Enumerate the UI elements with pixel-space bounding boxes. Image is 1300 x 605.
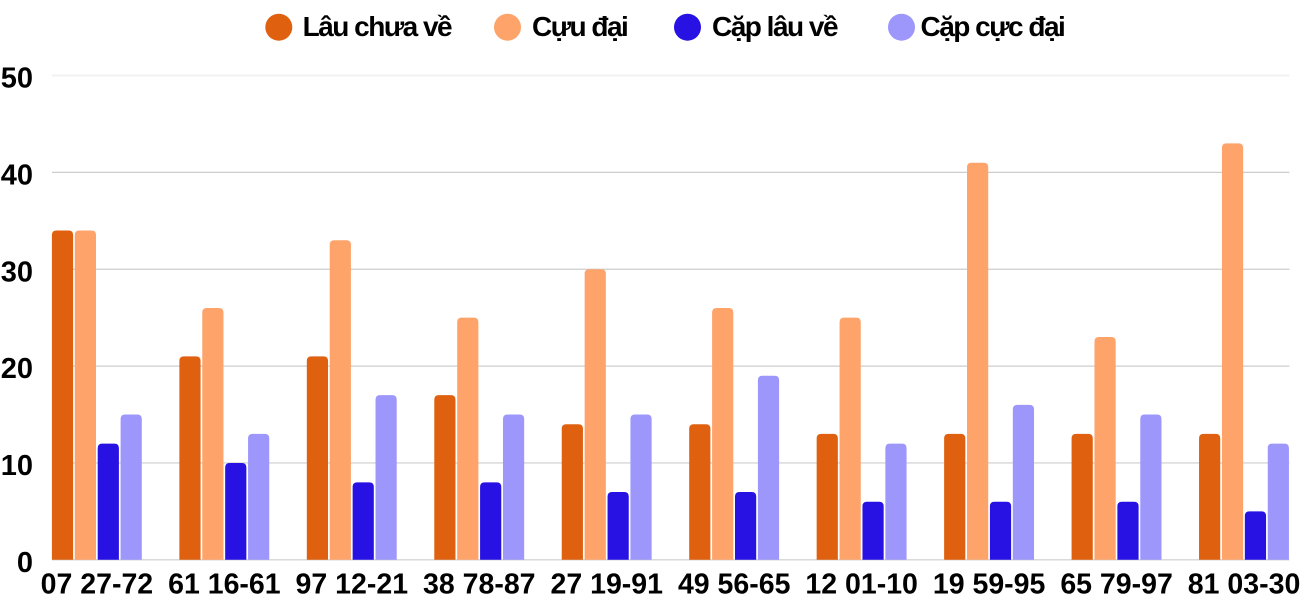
svg-text:65 79-97: 65 79-97 <box>1060 569 1173 601</box>
svg-text:07 27-72: 07 27-72 <box>41 569 154 601</box>
svg-text:81 03-30: 81 03-30 <box>1188 569 1300 601</box>
svg-text:38 78-87: 38 78-87 <box>423 569 536 601</box>
svg-text:97 12-21: 97 12-21 <box>296 569 409 601</box>
svg-text:50: 50 <box>1 63 33 95</box>
svg-text:Cặp cực đại: Cặp cực đại <box>921 11 1065 42</box>
svg-text:12 01-10: 12 01-10 <box>805 569 918 601</box>
svg-text:10: 10 <box>1 450 33 482</box>
svg-text:Cặp lâu về: Cặp lâu về <box>712 11 838 42</box>
svg-text:27 19-91: 27 19-91 <box>550 569 663 601</box>
svg-text:Lâu chưa về: Lâu chưa về <box>303 11 452 42</box>
svg-text:40: 40 <box>1 159 33 191</box>
svg-text:61 16-61: 61 16-61 <box>168 569 281 601</box>
svg-text:20: 20 <box>1 353 33 385</box>
svg-text:19 59-95: 19 59-95 <box>933 569 1046 601</box>
svg-text:49 56-65: 49 56-65 <box>678 569 791 601</box>
svg-text:0: 0 <box>17 547 33 579</box>
svg-text:30: 30 <box>1 256 33 288</box>
svg-text:Cựu đại: Cựu đại <box>532 11 627 42</box>
